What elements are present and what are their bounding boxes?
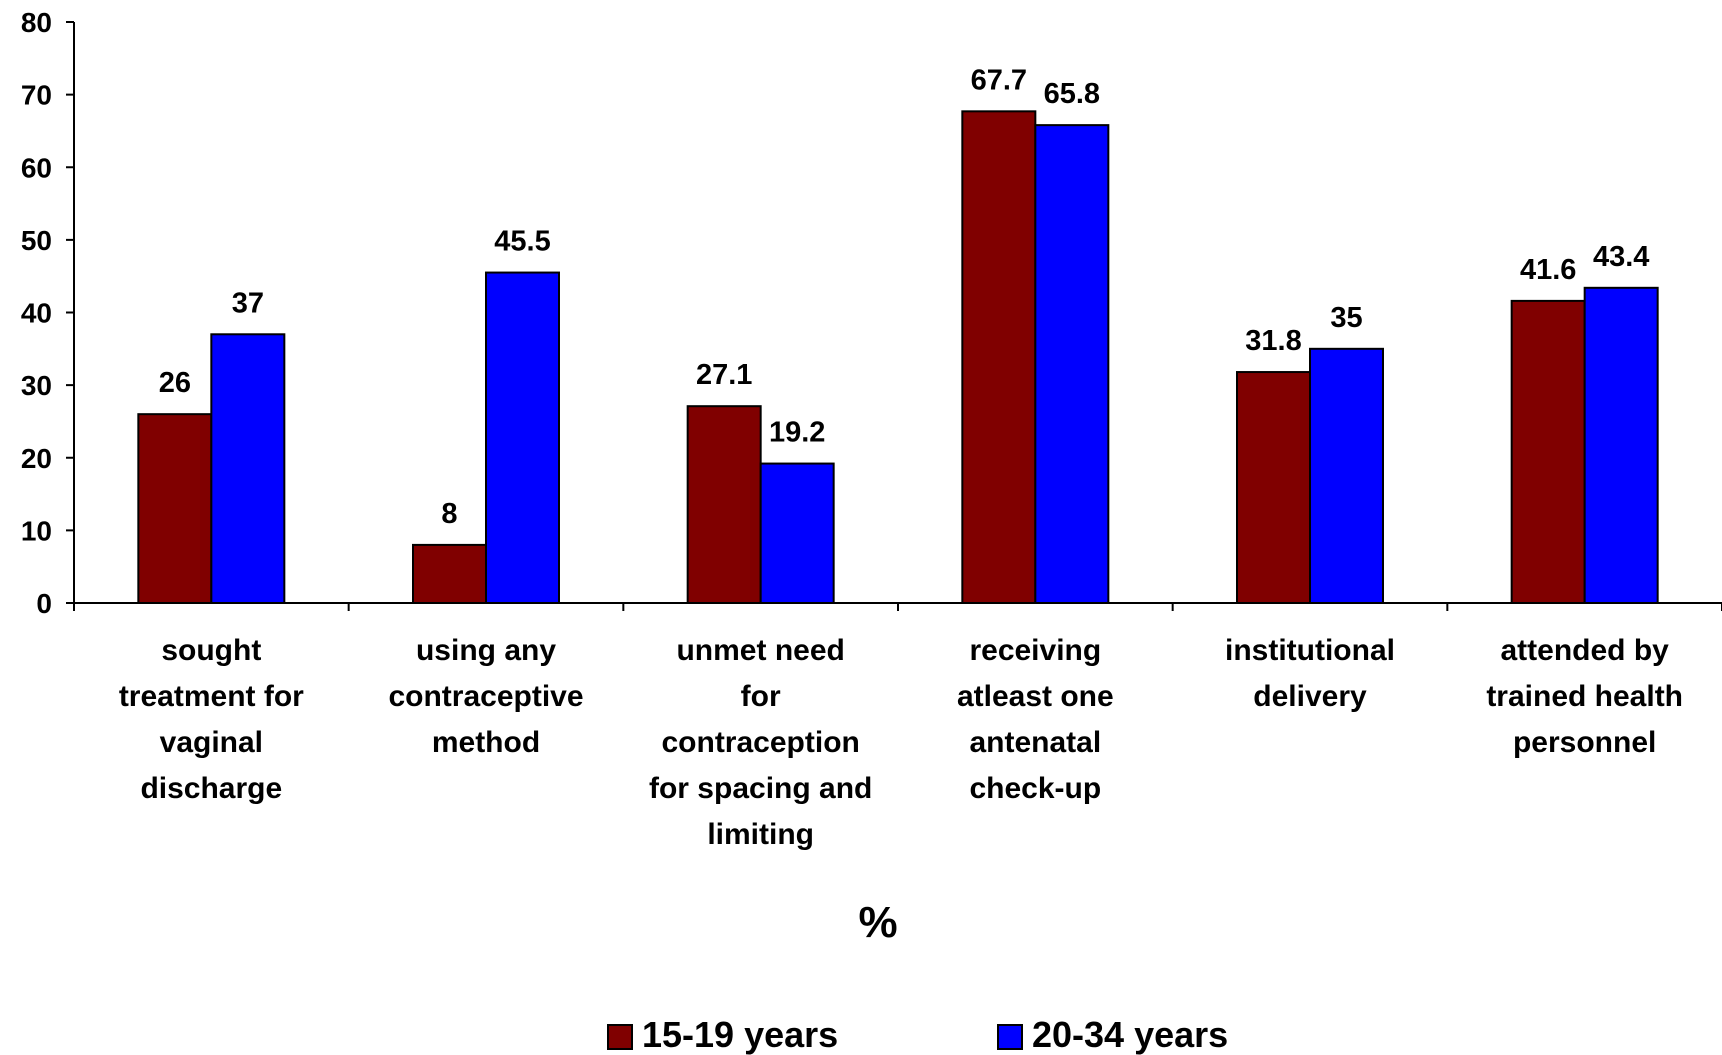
category-label: method [432, 726, 540, 759]
category-label: sought [161, 634, 261, 667]
data-label: 37 [232, 287, 264, 319]
bar-series-2 [1583, 286, 1659, 604]
data-label: 31.8 [1245, 325, 1301, 357]
legend-label: 20-34 years [1032, 1014, 1228, 1055]
bar-series-1 [412, 543, 487, 605]
data-labels: 26 37 8 45.5 27.1 19.2 67.7 65.8 31.8 35 41.6 43.4 [159, 64, 1650, 530]
category-label: vaginal [160, 726, 263, 759]
data-label: 43.4 [1593, 241, 1649, 273]
data-label: 41.6 [1520, 254, 1576, 286]
bar-series-1 [961, 110, 1037, 605]
data-label: 65.8 [1044, 78, 1100, 110]
category-label: atleast one [957, 680, 1114, 713]
data-label: 27.1 [696, 359, 752, 391]
legend-swatch [997, 1024, 1023, 1050]
category-label: unmet need [676, 634, 844, 667]
legend-label: 15-19 years [642, 1014, 838, 1055]
category-label: antenatal [969, 726, 1101, 759]
category-label: treatment for [119, 680, 304, 713]
data-label: 45.5 [494, 226, 550, 258]
x-ticks [73, 603, 1722, 611]
y-tick-label: 50 [21, 225, 52, 256]
y-ticks: 0 10 20 30 40 50 60 70 80 [21, 7, 74, 619]
category-label: discharge [140, 772, 282, 805]
x-axis-label: % [858, 898, 897, 947]
category-label: limiting [707, 818, 814, 851]
category-label: contraceptive [388, 680, 583, 713]
category-label: check-up [969, 772, 1101, 805]
legend-swatch [607, 1024, 633, 1050]
bar-series-2 [1309, 347, 1384, 604]
bar-series-1 [1236, 371, 1311, 604]
bar-series-2 [759, 462, 835, 604]
data-label: 67.7 [971, 64, 1027, 96]
bar-series-2 [485, 271, 560, 604]
bar-series-1 [686, 405, 762, 604]
bar-series-2 [1034, 124, 1110, 604]
category-label: institutional [1225, 634, 1395, 667]
y-tick-label: 80 [21, 7, 52, 38]
bar-series-1 [137, 413, 213, 604]
category-label: attended by [1500, 634, 1669, 667]
category-label: receiving [969, 634, 1101, 667]
category-label: for [741, 680, 781, 713]
data-label: 26 [159, 367, 191, 399]
legend: 15-19 years 20-34 years [607, 1014, 1228, 1055]
category-label: using any [416, 634, 556, 667]
bars [137, 110, 1659, 605]
bar-series-1 [1510, 299, 1586, 604]
data-label: 35 [1330, 302, 1362, 334]
y-tick-label: 70 [21, 80, 52, 111]
y-tick-label: 30 [21, 370, 52, 401]
bar-series-2 [210, 333, 286, 604]
category-label: contraception [661, 726, 859, 759]
category-label: delivery [1253, 680, 1367, 713]
data-label: 19.2 [769, 417, 825, 449]
y-tick-label: 20 [21, 443, 52, 474]
axes [73, 22, 1722, 604]
category-label: for spacing and [649, 772, 872, 805]
category-labels: sought treatment for vaginal discharge using… [119, 634, 1683, 851]
category-label: trained health [1486, 680, 1683, 713]
data-label: 8 [441, 498, 457, 530]
category-label: personnel [1513, 726, 1656, 759]
y-tick-label: 40 [21, 298, 52, 329]
y-tick-label: 0 [36, 588, 52, 619]
y-tick-label: 10 [21, 515, 52, 546]
y-tick-label: 60 [21, 152, 52, 183]
